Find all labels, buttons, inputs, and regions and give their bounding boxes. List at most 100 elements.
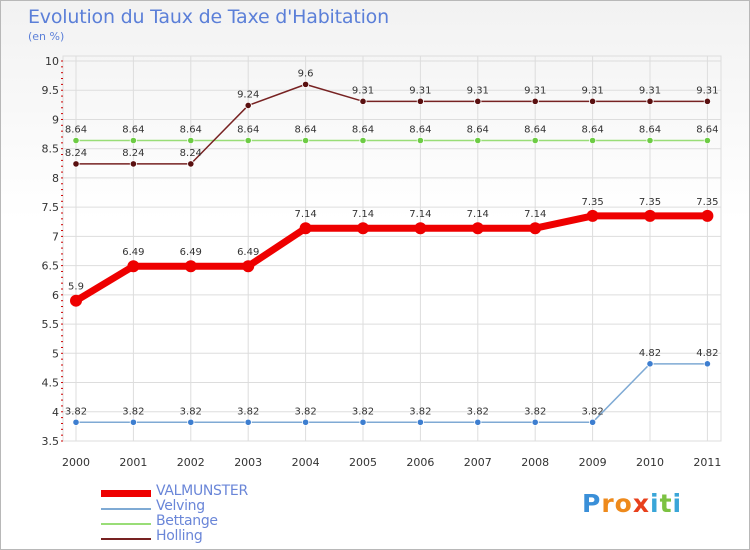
data-point-velving xyxy=(359,418,367,426)
data-point-bettange xyxy=(72,136,80,145)
data-point-bettange xyxy=(187,136,195,145)
data-label-holling: 9.6 xyxy=(298,68,314,79)
data-point-bettange xyxy=(646,136,654,145)
data-point-velving xyxy=(129,418,137,426)
data-point-holling xyxy=(474,97,482,105)
x-tick-label: 2002 xyxy=(177,456,205,469)
data-point-bettange xyxy=(129,136,137,145)
legend-swatch xyxy=(101,490,151,497)
chart-subtitle: (en %) xyxy=(28,30,65,43)
y-tick-label: 9 xyxy=(52,113,59,126)
legend-label: VALMUNSTER xyxy=(156,483,248,499)
data-point-valmunster xyxy=(127,260,140,273)
data-label-valmunster: 6.49 xyxy=(180,247,202,258)
data-point-velving xyxy=(72,418,80,426)
data-point-velving xyxy=(531,418,539,426)
data-point-holling xyxy=(703,97,712,105)
data-point-holling xyxy=(588,97,597,105)
legend-label: Bettange xyxy=(156,513,218,529)
data-point-velving xyxy=(416,418,424,426)
data-label-holling: 9.24 xyxy=(237,89,259,100)
y-tick-label: 3.5 xyxy=(42,435,60,448)
data-label-valmunster: 7.14 xyxy=(467,209,489,220)
y-tick-label: 7.5 xyxy=(42,201,60,214)
data-label-bettange: 8.64 xyxy=(581,125,603,136)
data-label-velving: 4.82 xyxy=(639,348,661,359)
x-tick-label: 2007 xyxy=(464,456,492,469)
data-label-bettange: 8.64 xyxy=(696,125,718,136)
series-line-valmunster xyxy=(74,212,708,304)
data-point-valmunster xyxy=(357,222,369,235)
data-point-velving xyxy=(474,418,482,426)
data-label-valmunster: 7.35 xyxy=(639,197,661,208)
x-tick-label: 2008 xyxy=(521,456,549,469)
data-point-holling xyxy=(301,80,310,88)
series-line-velving xyxy=(76,363,708,424)
y-tick-label: 10 xyxy=(45,55,59,68)
data-point-velving xyxy=(703,360,712,368)
data-label-valmunster: 6.49 xyxy=(237,247,259,258)
data-point-holling xyxy=(244,101,252,110)
x-tick-label: 2000 xyxy=(62,456,90,469)
data-point-bettange xyxy=(359,136,367,145)
data-point-valmunster xyxy=(529,222,542,235)
data-point-valmunster xyxy=(414,222,427,235)
data-label-velving: 3.82 xyxy=(524,406,546,417)
logo-letter: o xyxy=(614,489,633,518)
data-label-bettange: 8.64 xyxy=(122,125,144,136)
y-tick-label: 4.5 xyxy=(42,377,60,390)
data-point-bettange xyxy=(531,136,539,145)
y-tick-label: 4 xyxy=(52,406,59,419)
data-point-valmunster xyxy=(242,260,255,273)
data-point-bettange xyxy=(703,136,712,145)
legend-swatch xyxy=(101,508,151,510)
x-tick-label: 2011 xyxy=(693,456,721,469)
y-tick-label: 7 xyxy=(52,230,59,243)
x-tick-label: 2004 xyxy=(292,456,320,469)
logo-letter: i xyxy=(672,489,683,518)
proxiti-logo: Proxiti xyxy=(582,489,682,518)
data-label-bettange: 8.64 xyxy=(180,125,202,136)
data-label-holling: 8.24 xyxy=(65,148,87,159)
data-point-bettange xyxy=(588,136,597,145)
data-point-holling xyxy=(646,97,654,105)
data-label-holling: 8.24 xyxy=(180,148,202,159)
y-tick-label: 5.5 xyxy=(42,318,60,331)
data-label-holling: 9.31 xyxy=(467,85,489,96)
data-label-velving: 4.82 xyxy=(696,348,718,359)
data-label-holling: 8.24 xyxy=(122,148,144,159)
data-label-velving: 3.82 xyxy=(409,406,431,417)
data-point-bettange xyxy=(474,136,482,145)
data-point-valmunster xyxy=(586,209,599,222)
data-label-bettange: 8.64 xyxy=(524,125,546,136)
data-point-valmunster xyxy=(70,294,82,307)
data-label-velving: 3.82 xyxy=(65,406,87,417)
data-label-bettange: 8.64 xyxy=(237,125,259,136)
legend-label: Velving xyxy=(156,498,205,514)
data-point-velving xyxy=(646,360,654,368)
data-label-bettange: 8.64 xyxy=(409,125,431,136)
plot-area xyxy=(62,55,722,442)
y-tick-label: 6.5 xyxy=(42,260,60,273)
data-label-velving: 3.82 xyxy=(352,406,374,417)
y-tick-label: 5 xyxy=(52,347,59,360)
logo-letter: x xyxy=(632,489,650,518)
data-point-bettange xyxy=(416,136,424,145)
series-line-holling xyxy=(76,83,708,165)
y-tick-label: 8.5 xyxy=(42,143,60,156)
data-point-velving xyxy=(187,418,195,426)
y-tick-label: 8 xyxy=(52,172,59,185)
data-point-valmunster xyxy=(471,222,484,235)
data-label-valmunster: 7.14 xyxy=(524,209,546,220)
x-tick-label: 2006 xyxy=(406,456,434,469)
x-tick-label: 2003 xyxy=(234,456,262,469)
data-label-holling: 9.31 xyxy=(352,85,374,96)
data-point-holling xyxy=(359,97,367,105)
data-point-holling xyxy=(531,97,539,105)
data-label-valmunster: 5.9 xyxy=(68,282,84,293)
data-point-valmunster xyxy=(644,209,656,222)
logo-letter: r xyxy=(601,489,615,518)
data-label-bettange: 8.64 xyxy=(352,125,374,136)
